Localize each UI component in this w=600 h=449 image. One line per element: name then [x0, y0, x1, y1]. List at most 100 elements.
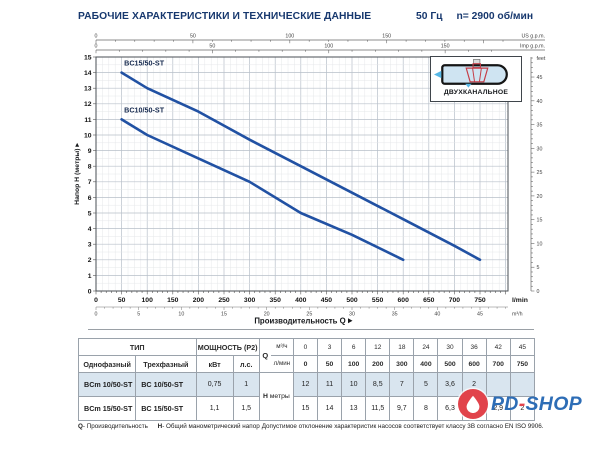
svg-text:30: 30 [537, 146, 543, 152]
svg-text:25: 25 [537, 170, 543, 176]
svg-text:35: 35 [537, 123, 543, 129]
svg-text:15: 15 [537, 218, 543, 224]
svg-text:550: 550 [372, 297, 384, 304]
h-value [485, 372, 511, 397]
svg-text:650: 650 [423, 297, 435, 304]
table-row-bc15: BCm 15/50-ST BC 15/50-ST 1,1 1,5 15 14 1… [77, 396, 536, 421]
x-axis-title: Производительность Q [254, 317, 345, 326]
model-three-phase: BC 15/50-ST [135, 396, 197, 421]
footnotes: Q- Производительность H- Общий манометри… [78, 423, 544, 430]
q-m3h-value: 36 [461, 338, 487, 356]
frequency-label: 50 Гц [416, 11, 443, 22]
q-lmin-value: 300 [389, 355, 415, 373]
svg-text:150: 150 [167, 297, 179, 304]
curve-BC10/50-ST [120, 118, 405, 262]
power-kw: 0,75 [195, 372, 234, 397]
power-header: МОЩНОСТЬ (P2) [195, 338, 260, 356]
q-lmin-value: 700 [485, 355, 511, 373]
svg-text:4: 4 [88, 226, 92, 233]
svg-text:600: 600 [398, 297, 410, 304]
svg-text:50: 50 [190, 34, 196, 40]
q-lmin-value: 500 [437, 355, 463, 373]
curve-label: BC15/50-ST [124, 59, 165, 68]
x-axis-arrow-icon [348, 318, 353, 324]
q-m3h-value: 30 [437, 338, 463, 356]
svg-text:13: 13 [84, 86, 92, 93]
model-single-phase: BCm 15/50-ST [77, 396, 137, 421]
svg-text:1: 1 [88, 273, 92, 280]
q-lmin-value: 750 [509, 355, 536, 373]
svg-text:9: 9 [88, 148, 92, 155]
svg-text:350: 350 [270, 297, 282, 304]
plot-border [95, 56, 509, 292]
q-m3h-value: 45 [509, 338, 536, 356]
q-lmin-value: 600 [461, 355, 487, 373]
speed-label: n= 2900 об/мин [456, 11, 534, 22]
svg-text:0: 0 [88, 288, 92, 295]
svg-text:Imp g.p.m.: Imp g.p.m. [520, 44, 545, 50]
svg-text:40: 40 [537, 99, 543, 105]
q-symbol: Q [262, 351, 269, 360]
q-lmin-value: 200 [365, 355, 391, 373]
svg-text:l/min: l/min [512, 297, 528, 304]
h-value: 10 [341, 372, 367, 397]
svg-text:0: 0 [95, 34, 98, 40]
watermark-logo-icon [458, 389, 488, 419]
h-value [509, 372, 536, 397]
svg-text:US g.p.m.: US g.p.m. [521, 34, 545, 40]
q-lmin-value: 0 [292, 355, 319, 373]
pump-performance-chart: 0 50 100 150 US g.p.m.0 50 100 150 Imp g.p.m.051… [74, 34, 546, 326]
h-value: 8,5 [365, 372, 391, 397]
h-value: 3,6 [437, 372, 463, 397]
axis-top-gpm: 0 50 100 150 US g.p.m. 0 50 100 150 Imp g.p.m. [95, 34, 545, 54]
type-header: ТИП [78, 338, 197, 356]
svg-text:7: 7 [88, 179, 92, 186]
q-m3h-value: 42 [485, 338, 511, 356]
tolerance-footnote: Допустимое отклонение характеристик насо… [261, 423, 544, 430]
q-unit-m3h: м³/ч [270, 339, 293, 356]
h-value: 13 [341, 396, 367, 421]
h-value: 5 [413, 372, 439, 397]
svg-text:150: 150 [382, 34, 391, 40]
q-m3h-value: 0 [292, 338, 319, 356]
svg-text:0: 0 [95, 312, 98, 318]
pump-curves: BC15/50-ST BC10/50-ST [120, 59, 482, 262]
q-m3h-value: 6 [341, 338, 367, 356]
svg-text:10: 10 [178, 312, 184, 318]
y-axis-title: Напор Н (метры) ▸ [74, 143, 81, 205]
svg-text:5: 5 [537, 265, 540, 271]
axis-bottom-m3h: 0 5 10 15 20 25 30 35 40 45 m³/h [95, 306, 523, 318]
q-lmin-value: 400 [413, 355, 439, 373]
svg-text:14: 14 [84, 70, 92, 77]
svg-text:2: 2 [88, 257, 92, 264]
svg-text:0: 0 [94, 297, 98, 304]
svg-text:11: 11 [84, 117, 91, 124]
impeller-inset: ДВУХКАНАЛЬНОЕ [430, 56, 522, 102]
two-channel-impeller-icon [433, 59, 508, 88]
svg-text:15: 15 [84, 54, 92, 61]
svg-text:50: 50 [209, 44, 215, 50]
h-value: 14 [317, 396, 343, 421]
svg-text:20: 20 [264, 312, 270, 318]
svg-text:200: 200 [193, 297, 205, 304]
svg-text:150: 150 [441, 44, 450, 50]
svg-text:100: 100 [142, 297, 154, 304]
axis-right-feet: 0 5 10 15 20 25 30 35 40 45 feet [530, 56, 546, 295]
svg-text:10: 10 [537, 241, 543, 247]
model-single-phase: BCm 10/50-ST [77, 372, 137, 397]
h-value: 12 [292, 372, 319, 397]
flow-header-cell: Q м³/ч л/мин [258, 338, 294, 373]
svg-text:35: 35 [392, 312, 398, 318]
svg-text:450: 450 [321, 297, 333, 304]
svg-text:5: 5 [137, 312, 140, 318]
svg-text:5: 5 [88, 210, 92, 217]
svg-text:12: 12 [84, 101, 92, 108]
power-hp: 1 [232, 372, 260, 397]
svg-text:40: 40 [434, 312, 440, 318]
head-meters-label: Н метры [258, 372, 294, 421]
h-value: 9,7 [389, 396, 415, 421]
svg-text:50: 50 [118, 297, 126, 304]
legend-footnote: Q- Производительность H- Общий манометри… [78, 423, 260, 430]
svg-text:250: 250 [218, 297, 230, 304]
